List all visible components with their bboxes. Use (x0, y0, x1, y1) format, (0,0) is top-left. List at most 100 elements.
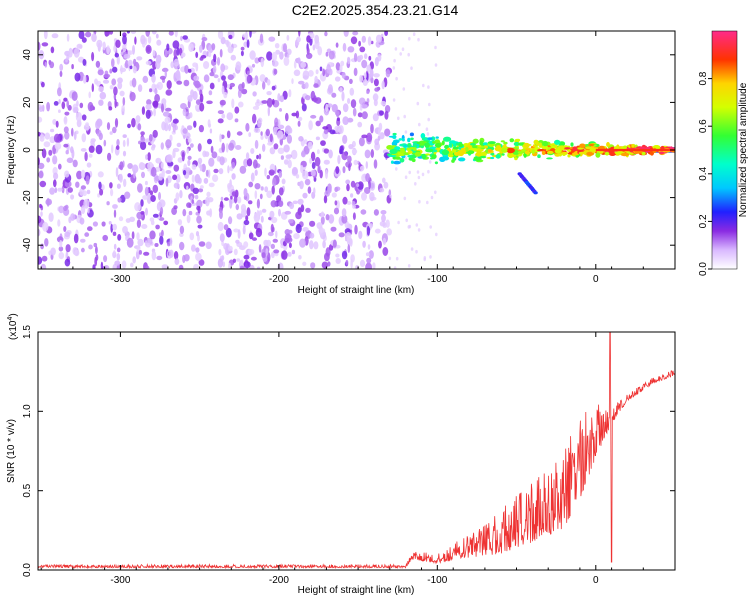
noise-speck (230, 54, 236, 61)
noise-speck (166, 241, 171, 247)
noise-speck (179, 241, 185, 251)
noise-speck (288, 89, 292, 98)
noise-speck (362, 240, 366, 248)
noise-speck (151, 145, 155, 151)
noise-speck (102, 79, 110, 84)
signal-mark (442, 156, 450, 161)
noise-speck (49, 61, 55, 69)
noise-speck (415, 249, 418, 254)
noise-speck (132, 164, 139, 174)
noise-speck (305, 207, 311, 213)
noise-speck (299, 238, 306, 248)
noise-speck (161, 103, 164, 113)
noise-speck (160, 207, 164, 215)
spectrogram-y-ticks: -40 -20 0 20 40 (22, 49, 675, 252)
noise-speck (152, 184, 159, 194)
noise-speck (129, 216, 136, 222)
noise-speck (57, 187, 63, 192)
noise-speck (63, 143, 69, 148)
noise-speck (195, 99, 201, 105)
figure-title: C2E2.2025.354.23.21.G14 (292, 2, 459, 18)
noise-speck (70, 194, 75, 200)
noise-speck (395, 167, 398, 171)
signal-mark (441, 140, 445, 146)
noise-speck (205, 241, 212, 250)
noise-speck (407, 264, 411, 268)
noise-speck (75, 112, 82, 122)
noise-speck (427, 117, 431, 122)
noise-speck (54, 187, 58, 194)
noise-speck (287, 159, 292, 169)
noise-speck (361, 192, 367, 201)
noise-speck (198, 188, 204, 193)
noise-speck (300, 165, 304, 174)
noise-speck (129, 65, 133, 70)
noise-speck (226, 130, 231, 139)
noise-speck (366, 257, 372, 264)
noise-speck (395, 256, 399, 261)
noise-speck (254, 183, 261, 190)
noise-speck (335, 42, 339, 48)
signal-mark (570, 142, 574, 147)
noise-speck (219, 99, 226, 106)
noise-speck (267, 231, 274, 237)
noise-speck (408, 170, 412, 175)
noise-speck (91, 83, 95, 93)
noise-speck (295, 211, 302, 220)
noise-speck (38, 162, 45, 170)
noise-speck (330, 226, 337, 232)
noise-speck (173, 182, 180, 189)
colorbar: 0.0 0.2 0.4 0.6 0.8 Normalized spectral ampl… (698, 30, 749, 276)
noise-speck (341, 151, 348, 161)
noise-speck (173, 49, 178, 58)
noise-speck (372, 93, 379, 102)
noise-speck (287, 251, 292, 257)
noise-speck (85, 31, 92, 38)
noise-speck (218, 168, 224, 175)
noise-speck (105, 31, 111, 36)
noise-speck (207, 197, 214, 203)
noise-speck (151, 74, 156, 83)
noise-speck (63, 226, 67, 232)
noise-speck (228, 262, 231, 269)
noise-speck (272, 238, 278, 243)
noise-speck (118, 216, 124, 222)
noise-speck (127, 173, 132, 178)
noise-speck (228, 142, 235, 151)
noise-speck (354, 224, 358, 235)
noise-speck (245, 152, 250, 160)
noise-speck (297, 57, 301, 65)
noise-speck (227, 46, 234, 54)
noise-speck (74, 72, 81, 82)
noise-speck (428, 160, 432, 164)
noise-speck (320, 216, 325, 225)
noise-speck (261, 208, 267, 213)
noise-speck (134, 202, 141, 212)
noise-speck (81, 37, 87, 43)
noise-speck (275, 49, 281, 55)
noise-speck (132, 66, 137, 74)
noise-speck (327, 103, 333, 108)
noise-speck (146, 194, 152, 204)
noise-speck (136, 56, 143, 61)
noise-speck (366, 90, 370, 95)
noise-speck (325, 214, 330, 221)
noise-speck (122, 226, 128, 234)
noise-speck (428, 102, 431, 107)
noise-speck (177, 219, 183, 226)
noise-speck (265, 248, 269, 254)
noise-speck (435, 232, 438, 237)
noise-speck (383, 181, 389, 189)
noise-speck (170, 61, 174, 69)
spectrogram-marks (38, 31, 675, 269)
signal-mark (620, 152, 630, 157)
noise-speck (405, 218, 409, 223)
noise-speck (342, 196, 348, 205)
noise-speck (131, 231, 135, 240)
noise-speck (142, 75, 149, 83)
noise-speck (401, 47, 405, 51)
noise-speck (164, 122, 169, 132)
noise-speck (272, 60, 279, 67)
noise-speck (342, 42, 347, 52)
noise-speck (279, 95, 285, 103)
